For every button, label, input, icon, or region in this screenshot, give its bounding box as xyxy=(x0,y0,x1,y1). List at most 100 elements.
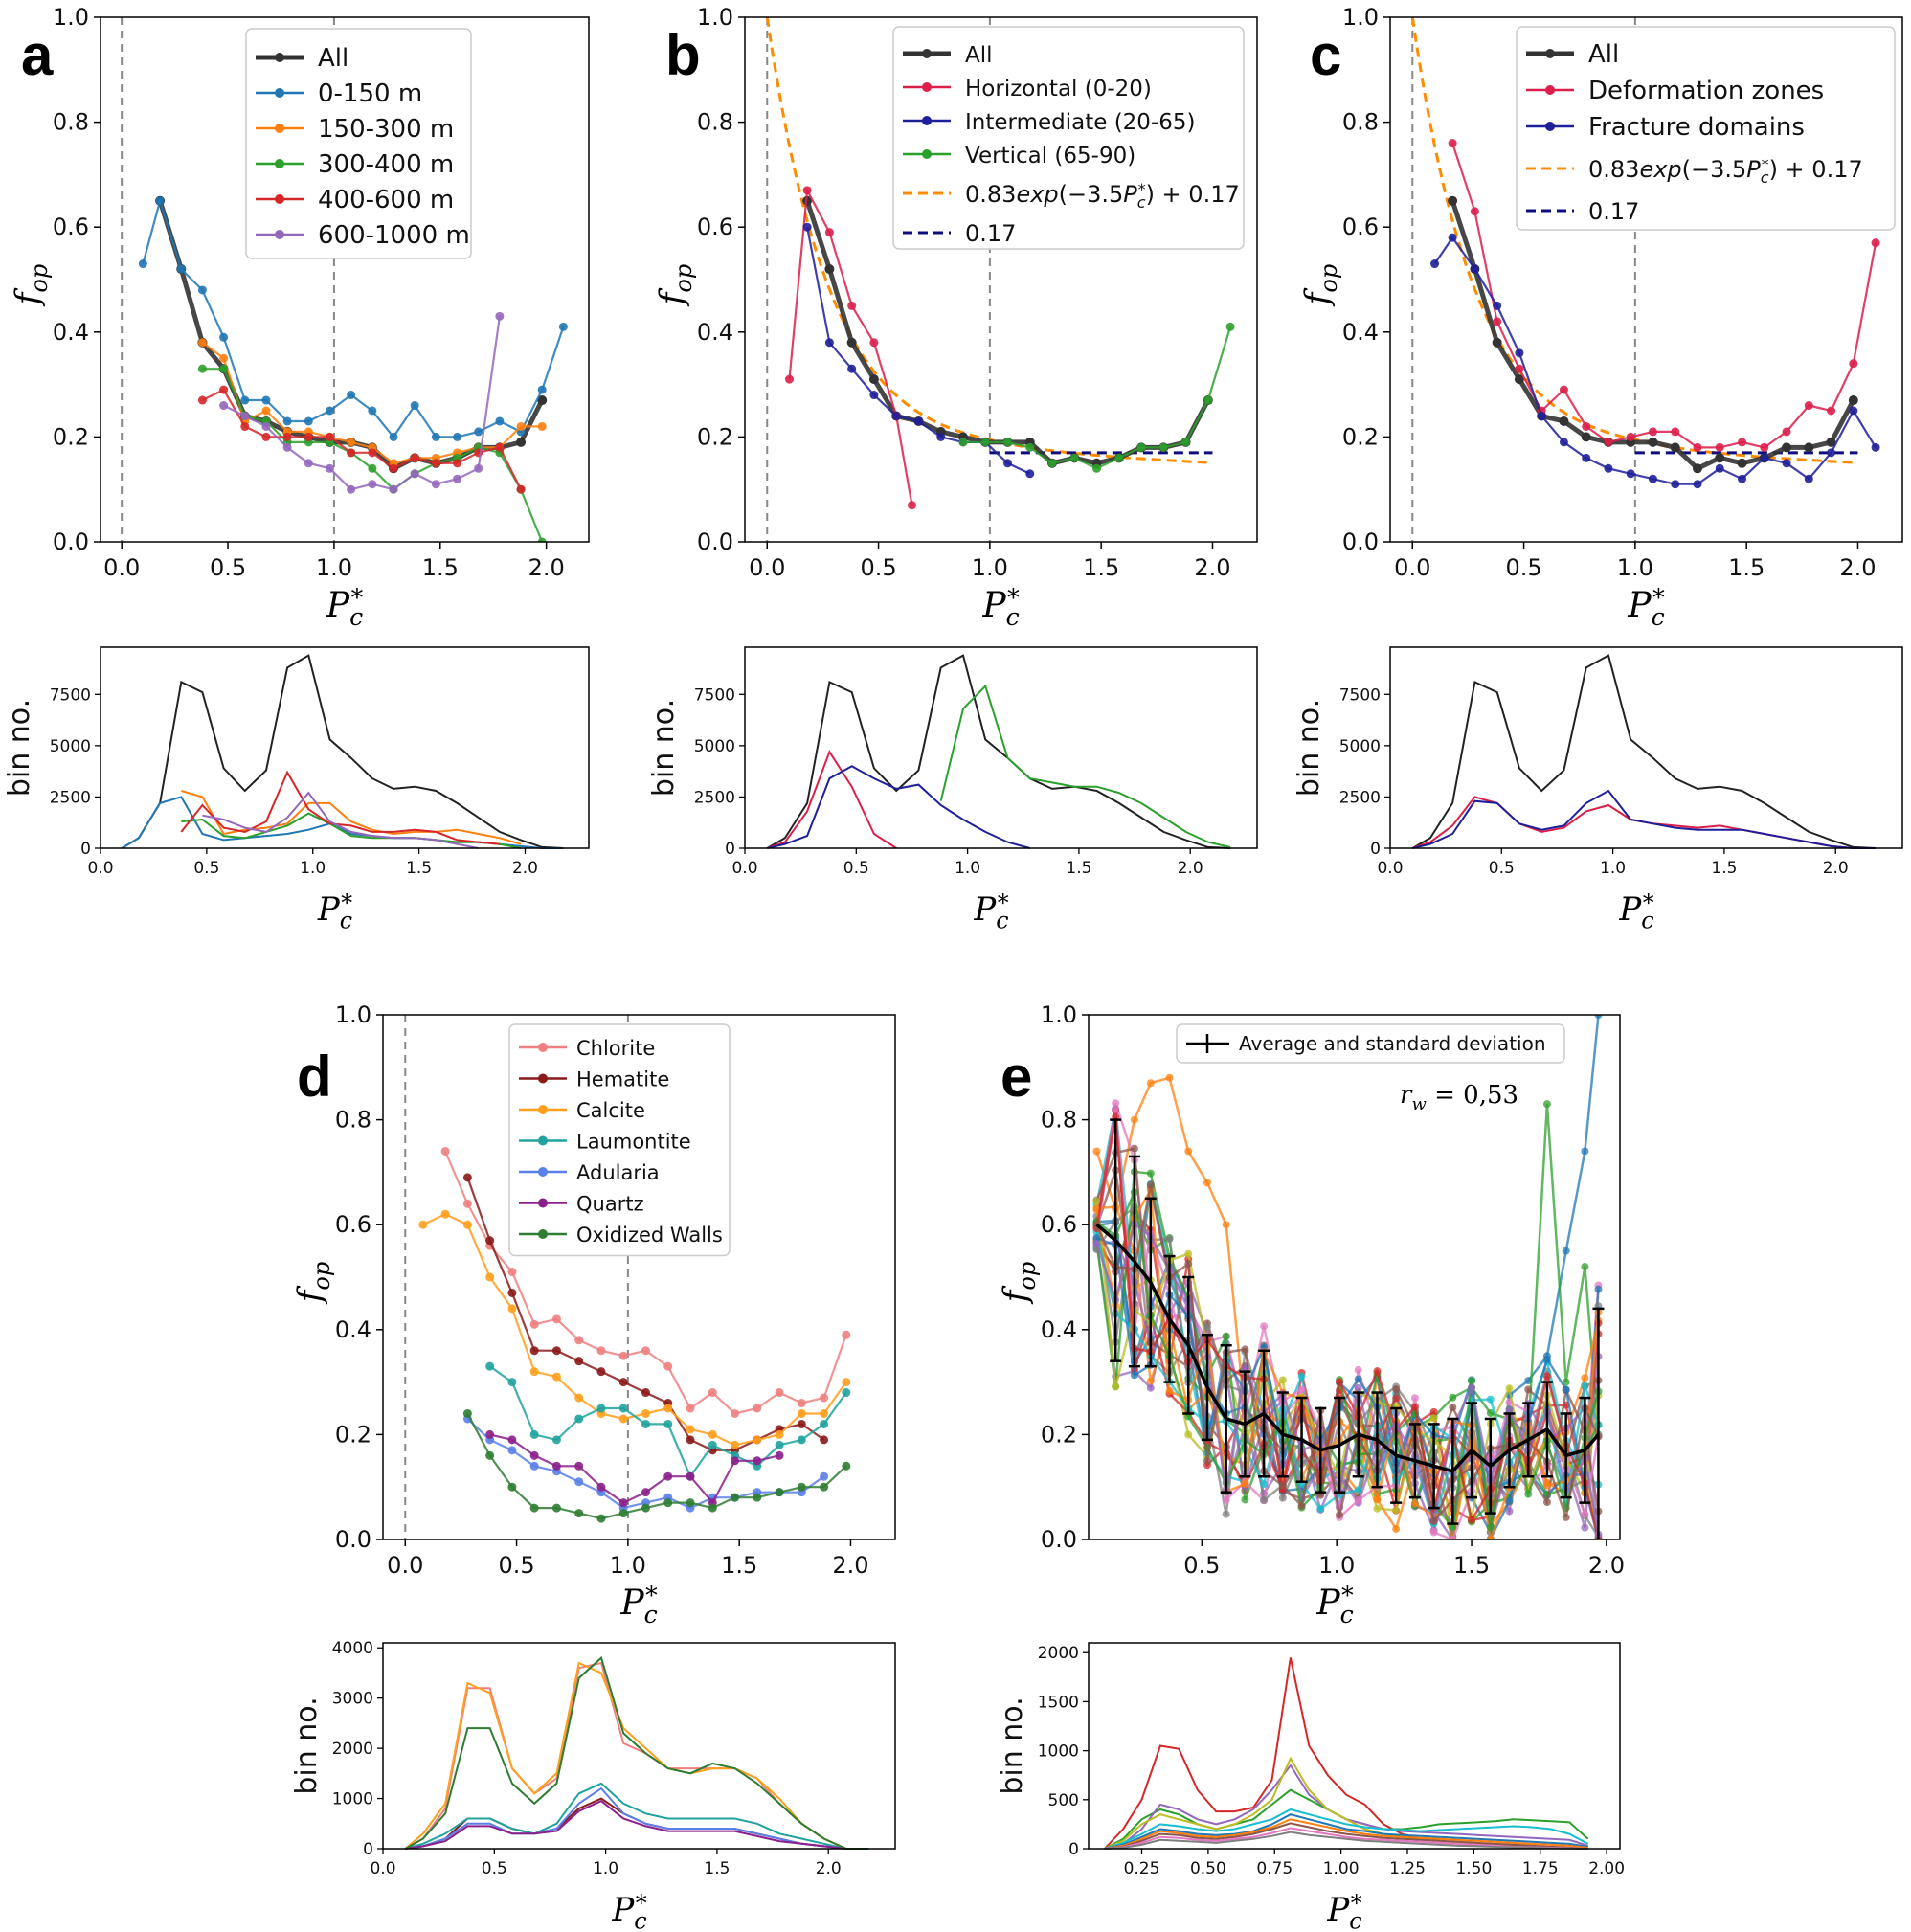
xlabel-sub: c xyxy=(340,908,352,934)
axes-frame xyxy=(100,16,590,543)
fit-inner: (−3.5 xyxy=(1059,181,1124,208)
data-point xyxy=(551,1314,561,1324)
data-point xyxy=(304,416,313,426)
hist-line xyxy=(404,1655,869,1850)
series-line xyxy=(963,326,1232,470)
xtick-label: 1.5 xyxy=(704,1859,730,1878)
data-point xyxy=(1225,322,1235,331)
xtick-label: 0.50 xyxy=(1190,1859,1226,1878)
series-line xyxy=(466,1412,847,1520)
ytick-label: 0.6 xyxy=(1041,1211,1077,1238)
xtick-label: 0.0 xyxy=(103,554,140,581)
data-point xyxy=(1871,442,1880,452)
data-point xyxy=(282,416,292,426)
legend-box xyxy=(1176,1023,1565,1064)
xlabel-sub: c xyxy=(996,908,1008,934)
hist-c: 0 2500 5000 7500 0.0 0.5 1.0 1.5 2.0 bin no. Pc* xyxy=(1293,646,1903,934)
ylabel-sub: op xyxy=(1315,264,1342,293)
xtick-label: 1.0 xyxy=(1600,859,1626,878)
data-point xyxy=(641,1346,650,1356)
data-point xyxy=(507,1435,517,1445)
data-point xyxy=(785,374,795,384)
data-point xyxy=(708,1429,717,1439)
data-point xyxy=(1430,259,1440,269)
xlabel-sub: c xyxy=(1652,603,1665,631)
data-point xyxy=(507,1378,517,1387)
trace-line xyxy=(1095,1116,1600,1539)
legend-marker xyxy=(275,194,284,204)
data-point xyxy=(1648,474,1657,483)
data-point xyxy=(558,322,568,331)
ytick-label: 0.2 xyxy=(53,423,89,450)
ytick-label: 2500 xyxy=(1339,788,1381,807)
ytick-label: 0.0 xyxy=(697,528,733,555)
legend-label: Chlorite xyxy=(576,1037,655,1060)
xtick-label: 2.0 xyxy=(1178,859,1203,878)
data-point xyxy=(1827,448,1836,458)
data-point xyxy=(618,1378,628,1387)
ytick-label: 0.8 xyxy=(53,109,89,136)
xlabel-main: P xyxy=(1618,890,1642,929)
fit-sub: c xyxy=(1137,193,1146,212)
legend-label: Quartz xyxy=(576,1193,644,1216)
data-point xyxy=(551,1346,561,1356)
data-point xyxy=(485,1429,495,1439)
data-point xyxy=(431,459,440,468)
data-point xyxy=(529,1450,539,1460)
legend: All Deformation zones Fracture domains 0.83… xyxy=(1516,26,1896,231)
data-point xyxy=(820,1471,829,1481)
ytick-label: 0.4 xyxy=(1041,1316,1077,1343)
panel-letter-d: d xyxy=(297,1045,332,1109)
ytick-label: 5000 xyxy=(50,737,91,756)
data-point xyxy=(219,353,229,363)
data-point xyxy=(663,1419,673,1428)
data-point xyxy=(495,442,505,452)
data-point xyxy=(1582,453,1591,462)
axes-frame xyxy=(1389,16,1903,543)
data-point xyxy=(261,406,271,416)
data-point xyxy=(775,1440,784,1449)
ytick-label: 7500 xyxy=(694,685,735,705)
data-point xyxy=(731,1493,740,1502)
legend-label: Calcite xyxy=(576,1099,645,1122)
data-point xyxy=(1760,442,1769,452)
data-point xyxy=(240,411,250,420)
data-point xyxy=(507,1446,517,1455)
hist-line xyxy=(1411,654,1877,849)
data-point xyxy=(775,1429,784,1439)
hist-xlabel: Pc* xyxy=(611,1890,646,1932)
legend-label: Horizontal (0-20) xyxy=(965,77,1152,101)
data-point xyxy=(824,338,834,348)
data-point xyxy=(686,1425,695,1434)
axes-frame xyxy=(382,1014,896,1540)
legend-marker xyxy=(538,1198,548,1208)
xlabel-pc: Pc* xyxy=(1627,584,1665,631)
data-point xyxy=(529,1346,539,1356)
xtick-label: 2.0 xyxy=(1194,554,1230,581)
panel-letter-e: e xyxy=(1000,1045,1032,1109)
xtick-label: 2.0 xyxy=(512,859,538,878)
hist-line xyxy=(405,1786,869,1850)
data-point xyxy=(1715,463,1724,473)
data-point xyxy=(1738,438,1747,447)
hist-line xyxy=(405,1782,869,1850)
hist-line xyxy=(405,1800,869,1850)
legend-label: Laumontite xyxy=(576,1131,691,1154)
xlabel-sup: * xyxy=(1643,889,1654,916)
data-point xyxy=(529,1461,539,1471)
xtick-label: 1.0 xyxy=(610,1552,646,1579)
data-point xyxy=(618,1404,628,1413)
data-point xyxy=(618,1414,628,1424)
hist-xlabel: Pc* xyxy=(1618,889,1653,934)
xlabel-sub: c xyxy=(1340,1601,1354,1629)
data-point xyxy=(507,1268,517,1277)
data-point xyxy=(537,395,548,406)
data-point xyxy=(663,1471,673,1481)
xtick-label: 0.5 xyxy=(1183,1552,1220,1579)
ytick-label: 0.0 xyxy=(335,1526,371,1553)
data-point xyxy=(753,1456,762,1466)
hist-line xyxy=(202,791,479,849)
xlabel-sub: c xyxy=(1349,1908,1361,1932)
xtick-label: 1.0 xyxy=(1617,554,1653,581)
data-point xyxy=(219,364,229,373)
